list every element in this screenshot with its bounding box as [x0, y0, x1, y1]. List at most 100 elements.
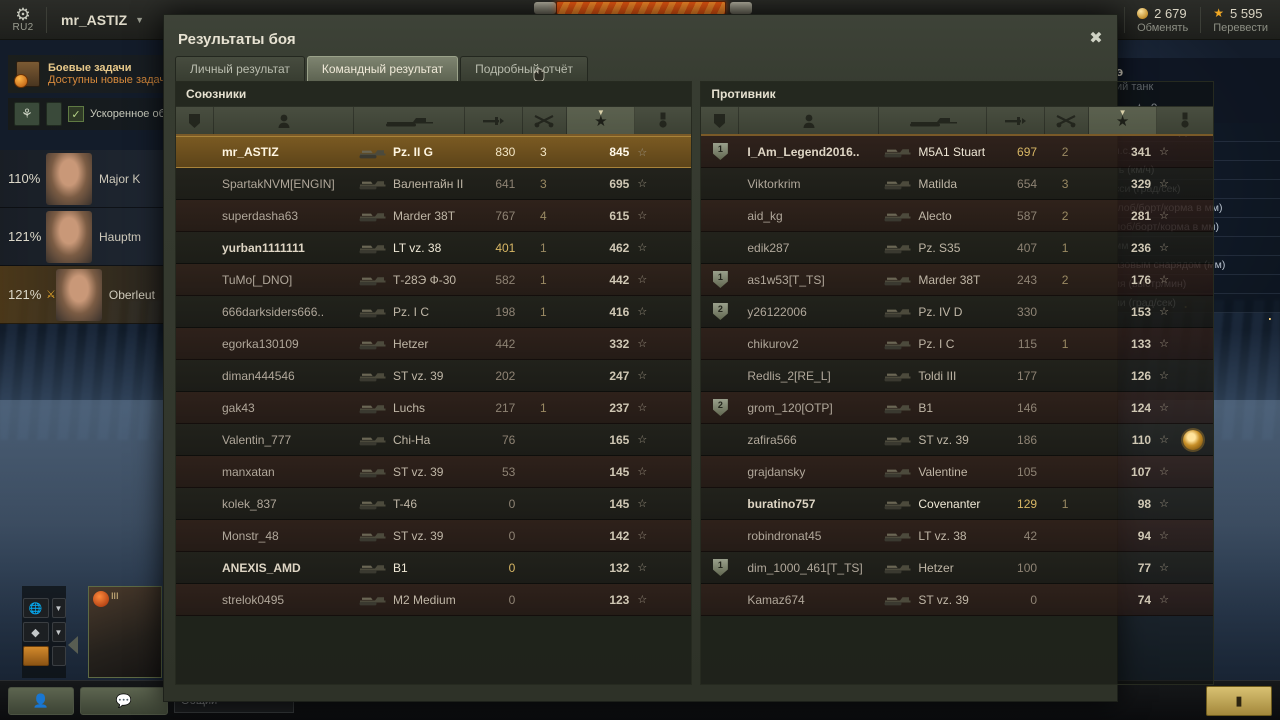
carousel-prev-button[interactable] [68, 636, 78, 654]
player-name[interactable]: Viktorkrim [747, 176, 801, 191]
column-header-damage[interactable] [465, 107, 524, 134]
table-row[interactable]: 1 as1w53[T_TS] Marder 38T 243 2 176 ☆ [701, 264, 1214, 296]
column-header-medals[interactable] [635, 107, 691, 134]
player-name[interactable]: 666darksiders666.. [222, 304, 325, 319]
table-row[interactable]: Redlis_2[RE_L] Toldi III 177 126 ☆ [701, 360, 1214, 392]
vehicle-type-icon[interactable]: ◆ [22, 622, 49, 642]
column-header-xp[interactable]: ▼ ★ [1089, 107, 1158, 134]
table-row[interactable]: 1 dim_1000_461[T_TS] Hetzer 100 77 ☆ [701, 552, 1214, 584]
player-name[interactable]: y26122006 [747, 304, 807, 319]
player-name[interactable]: edik287 [747, 240, 790, 255]
profile-button[interactable]: 👤 [8, 686, 74, 715]
table-row[interactable]: zafira566 ST vz. 39 186 110 ☆ [701, 424, 1214, 456]
player-name[interactable]: zafira566 [747, 432, 797, 447]
table-row[interactable]: SpartakNVM[ENGIN] Валентайн II 641 3 695 ☆ [176, 168, 692, 200]
column-header-player[interactable] [214, 107, 354, 134]
table-row[interactable]: buratino757 Covenanter 129 1 98 ☆ [701, 488, 1214, 520]
chat-button[interactable]: 💬 [80, 686, 168, 715]
table-row[interactable]: Viktorkrim Matilda 654 3 329 ☆ [701, 168, 1214, 200]
table-row[interactable]: superdasha63 Marder 38T 767 4 615 ☆ [176, 200, 692, 232]
credits-widget[interactable]: 2 679 Обменять [1125, 0, 1200, 40]
table-row[interactable]: Valentin_777 Chi-Ha 76 165 ☆ [176, 424, 692, 456]
table-row[interactable]: chikurov2 Pz. I C 115 1 133 ☆ [701, 328, 1214, 360]
table-row[interactable]: strelok0495 M2 Medium 0 123 ☆ [176, 584, 692, 616]
player-name[interactable]: superdasha63 [222, 208, 299, 223]
player-name[interactable]: Redlis_2[RE_L] [747, 368, 831, 383]
table-row[interactable]: 2 y26122006 Pz. IV D 330 153 ☆ [701, 296, 1214, 328]
player-name[interactable]: aid_kg [747, 208, 783, 223]
table-row[interactable]: ANEXIS_AMD B1 0 132 ☆ [176, 552, 692, 584]
chevron-down-icon[interactable]: ▼ [51, 622, 66, 642]
tab-detailed-report[interactable]: Подробный отчёт [460, 56, 589, 81]
column-header-medals[interactable] [1157, 107, 1213, 134]
column-header-platoon[interactable] [176, 107, 214, 134]
player-name[interactable]: manxatan [222, 464, 275, 479]
table-row[interactable]: Kamaz674 ST vz. 39 0 74 ☆ [701, 584, 1214, 616]
column-header-frags[interactable] [523, 107, 568, 134]
player-name[interactable]: gak43 [222, 400, 255, 415]
table-row[interactable]: aid_kg Alecto 587 2 281 ☆ [701, 200, 1214, 232]
column-header-frags[interactable] [1045, 107, 1090, 134]
tab-personal-result[interactable]: Личный результат [175, 56, 305, 81]
nation-globe-icon[interactable]: 🌐 [22, 598, 49, 618]
player-name[interactable]: mr_ASTIZ [222, 145, 279, 159]
column-header-xp[interactable]: ▼ ★ [567, 107, 636, 134]
checkbox-checked-icon[interactable]: ✓ [68, 106, 84, 122]
gold-action[interactable]: Перевести [1213, 21, 1268, 34]
player-name[interactable]: Monstr_48 [222, 528, 279, 543]
table-row[interactable]: 666darksiders666.. Pz. I C 198 1 416 ☆ [176, 296, 692, 328]
close-icon[interactable]: ✖ [1089, 30, 1103, 47]
player-name[interactable]: robindronat45 [747, 528, 822, 543]
table-row[interactable]: manxatan ST vz. 39 53 145 ☆ [176, 456, 692, 488]
gold-widget[interactable]: ★ 5 595 Перевести [1201, 0, 1280, 40]
player-name[interactable]: as1w53[T_TS] [747, 272, 825, 287]
table-row[interactable]: kolek_837 T-46 0 145 ☆ [176, 488, 692, 520]
shell-icon[interactable] [22, 646, 49, 666]
player-name[interactable]: dim_1000_461[T_TS] [747, 560, 863, 575]
player-name[interactable]: Kamaz674 [747, 592, 805, 607]
player-name[interactable]: yurban1111111 [222, 240, 305, 255]
table-row[interactable]: egorka130109 Hetzer 442 332 ☆ [176, 328, 692, 360]
column-header-platoon[interactable] [701, 107, 740, 134]
column-header-vehicle[interactable] [354, 107, 466, 134]
player-name[interactable]: SpartakNVM[ENGIN] [222, 176, 335, 191]
crew-row[interactable]: 110% Major K [0, 150, 168, 208]
table-row[interactable]: robindronat45 LT vz. 38 42 94 ☆ [701, 520, 1214, 552]
empty-slot-icon[interactable] [51, 646, 66, 666]
table-row[interactable]: TuMo[_DNO] Т-28Э Ф-30 582 1 442 ☆ [176, 264, 692, 296]
player-name[interactable]: TuMo[_DNO] [222, 272, 293, 287]
credits-action[interactable]: Обменять [1137, 21, 1189, 34]
player-name[interactable]: buratino757 [747, 496, 816, 511]
table-row[interactable]: diman444546 ST vz. 39 202 247 ☆ [176, 360, 692, 392]
table-row[interactable]: edik287 Pz. S35 407 1 236 ☆ [701, 232, 1214, 264]
table-row[interactable]: gak43 Luchs 217 1 237 ☆ [176, 392, 692, 424]
settings-button[interactable]: ⚙ RU2 [0, 0, 46, 40]
table-row[interactable]: yurban1111111 LT vz. 38 401 1 462 ☆ [176, 232, 692, 264]
column-header-vehicle[interactable] [879, 107, 988, 134]
account-menu[interactable]: mr_ASTIZ ▼ [47, 0, 158, 40]
player-name[interactable]: egorka130109 [222, 336, 299, 351]
table-row[interactable]: 1 I_Am_Legend2016.. M5A1 Stuart 697 2 341 ☆ [701, 136, 1214, 168]
table-row[interactable]: Monstr_48 ST vz. 39 0 142 ☆ [176, 520, 692, 552]
player-name[interactable]: Valentin_777 [222, 432, 292, 447]
table-row[interactable]: grajdansky Valentine 105 107 ☆ [701, 456, 1214, 488]
table-row[interactable]: mr_ASTIZ Pz. II G 830 3 845 ☆ [176, 136, 692, 168]
player-name[interactable]: grom_120[OTP] [747, 400, 833, 415]
player-name[interactable]: chikurov2 [747, 336, 799, 351]
tab-team-result[interactable]: Командный результат [306, 56, 459, 81]
player-name[interactable]: diman444546 [222, 368, 295, 383]
gold-purchase-button[interactable]: ▮ [1206, 685, 1272, 716]
crew-row[interactable]: 121% ⚔ Oberleut [0, 266, 168, 324]
player-name[interactable]: kolek_837 [222, 496, 277, 511]
player-name[interactable]: I_Am_Legend2016.. [747, 144, 860, 159]
table-row[interactable]: 2 grom_120[OTP] B1 146 124 ☆ [701, 392, 1214, 424]
vehicle-carousel-item[interactable]: III [88, 586, 162, 678]
achievement-medal-icon[interactable] [1179, 425, 1208, 454]
player-name[interactable]: strelok0495 [222, 592, 285, 607]
crew-row[interactable]: 121% Hauptm [0, 208, 168, 266]
player-name[interactable]: grajdansky [747, 464, 806, 479]
chevron-down-icon[interactable]: ▼ [51, 598, 66, 618]
column-header-player[interactable] [739, 107, 880, 134]
player-name[interactable]: ANEXIS_AMD [222, 560, 301, 575]
column-header-damage[interactable] [987, 107, 1046, 134]
